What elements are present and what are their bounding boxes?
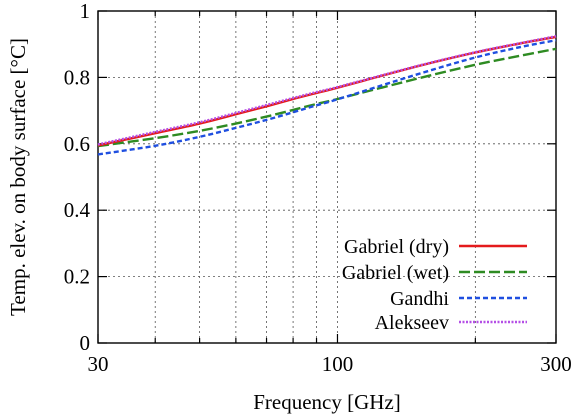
series-line-alekseev bbox=[97, 35, 557, 146]
y-tick-label: 0.8 bbox=[64, 65, 90, 89]
x-tick-label: 30 bbox=[88, 352, 109, 376]
legend-label: Gabriel (wet) bbox=[342, 262, 449, 284]
y-tick-label: 0 bbox=[80, 331, 91, 355]
y-tick-label: 0.2 bbox=[64, 265, 90, 289]
plot-frame bbox=[97, 10, 557, 344]
legend-label: Gabriel (dry) bbox=[344, 236, 449, 258]
y-tick-label: 0.4 bbox=[64, 198, 91, 222]
y-axis-label: Temp. elev. on body surface [°C] bbox=[6, 38, 30, 316]
series-line-gabriel-dry bbox=[97, 35, 557, 147]
x-tick-label: 300 bbox=[540, 352, 572, 376]
y-tick-labels: 0 0.2 0.4 0.6 0.8 1 bbox=[64, 0, 91, 355]
series-line-gandhi bbox=[97, 39, 557, 156]
x-tick-labels: 30 100 300 bbox=[88, 352, 572, 376]
series-line-gabriel-wet bbox=[97, 47, 557, 148]
x-tick-label: 100 bbox=[322, 352, 354, 376]
legend-label: Alekseev bbox=[375, 312, 449, 334]
axis-ticks bbox=[97, 10, 557, 344]
x-axis-label: Frequency [GHz] bbox=[253, 390, 401, 414]
series-lines bbox=[97, 35, 557, 156]
legend-label: Gandhi bbox=[390, 288, 449, 310]
grid-lines bbox=[98, 11, 556, 343]
y-tick-label: 1 bbox=[80, 0, 91, 23]
y-tick-label: 0.6 bbox=[64, 132, 90, 156]
